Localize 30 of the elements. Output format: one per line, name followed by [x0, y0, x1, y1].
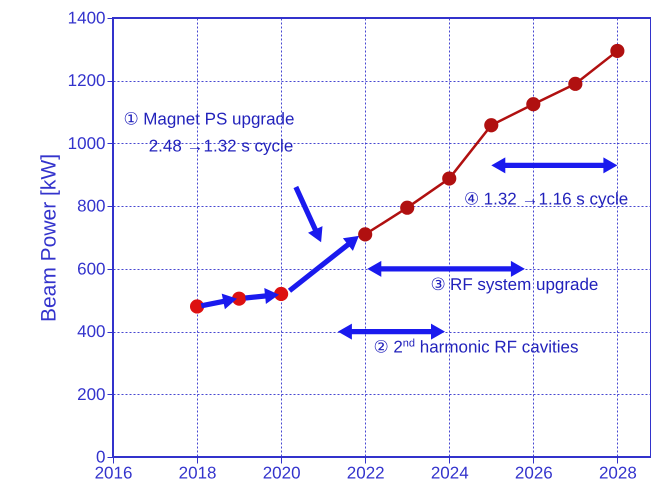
- point: [610, 44, 624, 58]
- point: [274, 286, 288, 301]
- point: [400, 200, 414, 215]
- point: [358, 227, 372, 242]
- x-tick-label: 2016: [94, 464, 132, 480]
- annotation: 2.48 →1.32 s cycle: [148, 136, 294, 156]
- x-tick-label: 2026: [514, 464, 553, 480]
- y-tick-label: 1200: [68, 71, 106, 90]
- y-tick-label: 600: [77, 259, 106, 278]
- y-tick-label: 1000: [68, 134, 106, 153]
- x-tick-label: 2022: [346, 464, 385, 480]
- point: [568, 76, 582, 91]
- y-tick-label: 1400: [68, 8, 106, 28]
- point: [190, 299, 204, 314]
- x-tick-label: 2018: [178, 464, 216, 480]
- annotation: ① Magnet PS upgrade: [124, 110, 294, 129]
- annotation: ② 2$^{nd}$ harmonic RF cavities: [374, 337, 578, 356]
- y-tick-label: 400: [77, 322, 106, 342]
- point: [442, 171, 456, 186]
- x-tick-label: 2028: [598, 464, 637, 480]
- y-tick-label: 200: [77, 384, 106, 404]
- annotation: ④ 1.32 →1.16 s cycle: [464, 189, 628, 208]
- point: [484, 118, 498, 132]
- point: [526, 97, 540, 112]
- x-tick-label: 2020: [262, 464, 301, 480]
- y-tick-label: 0: [96, 448, 106, 466]
- x-tick-label: 2024: [430, 464, 469, 480]
- annotation: ③ RF system upgrade: [430, 275, 598, 294]
- y-axis-title: Beam Power [kW]: [38, 154, 61, 322]
- y-tick-label: 800: [77, 196, 106, 216]
